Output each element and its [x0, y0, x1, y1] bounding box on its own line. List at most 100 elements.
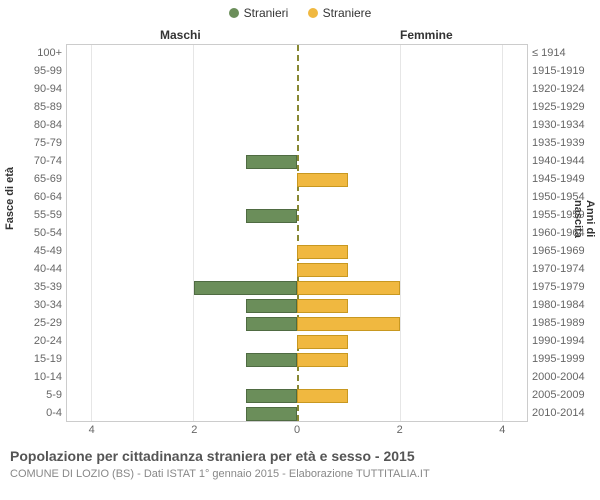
legend: Stranieri Straniere — [0, 6, 600, 21]
y-label-birthyear: 1955-1959 — [532, 206, 596, 224]
bar-row-female — [297, 207, 527, 225]
bar-male — [246, 317, 297, 331]
bar-female — [297, 281, 400, 295]
column-header-male: Maschi — [160, 28, 201, 42]
y-label-age: 70-74 — [0, 152, 62, 170]
y-label-birthyear: 2010-2014 — [532, 404, 596, 422]
y-label-birthyear: 1935-1939 — [532, 134, 596, 152]
y-label-age: 80-84 — [0, 116, 62, 134]
x-tick-label: 2 — [191, 424, 197, 436]
bar-female — [297, 263, 348, 277]
y-label-birthyear: 1975-1979 — [532, 278, 596, 296]
bar-row-male — [67, 225, 297, 243]
y-label-age: 35-39 — [0, 278, 62, 296]
y-label-age: 0-4 — [0, 404, 62, 422]
x-tick-label: 2 — [397, 424, 403, 436]
bar-female — [297, 317, 400, 331]
bar-row-male — [67, 63, 297, 81]
x-tick-label: 4 — [499, 424, 505, 436]
y-label-birthyear: 1970-1974 — [532, 260, 596, 278]
y-labels-age: 100+95-9990-9485-8980-8475-7970-7465-696… — [0, 44, 62, 422]
bar-row-female — [297, 189, 527, 207]
bar-row-female — [297, 297, 527, 315]
bar-row-female — [297, 315, 527, 333]
chart-subtitle: COMUNE DI LOZIO (BS) - Dati ISTAT 1° gen… — [10, 468, 430, 480]
bar-row-female — [297, 243, 527, 261]
y-label-age: 100+ — [0, 44, 62, 62]
legend-item-female: Straniere — [308, 6, 372, 20]
bar-female — [297, 173, 348, 187]
y-label-age: 90-94 — [0, 80, 62, 98]
y-label-age: 5-9 — [0, 386, 62, 404]
y-label-age: 75-79 — [0, 134, 62, 152]
bar-female — [297, 389, 348, 403]
bar-row-female — [297, 405, 527, 423]
y-label-birthyear: 1930-1934 — [532, 116, 596, 134]
bar-row-male — [67, 153, 297, 171]
bar-row-female — [297, 333, 527, 351]
legend-item-male: Stranieri — [229, 6, 289, 20]
bar-row-female — [297, 351, 527, 369]
bar-row-female — [297, 45, 527, 63]
bar-row-male — [67, 135, 297, 153]
bar-row-male — [67, 315, 297, 333]
y-label-birthyear: 1980-1984 — [532, 296, 596, 314]
bar-row-female — [297, 279, 527, 297]
chart-container: Stranieri Straniere Maschi Femmine Fasce… — [0, 0, 600, 500]
y-label-age: 60-64 — [0, 188, 62, 206]
bar-row-male — [67, 261, 297, 279]
bar-female — [297, 353, 348, 367]
y-label-age: 15-19 — [0, 350, 62, 368]
bar-row-male — [67, 117, 297, 135]
bar-row-female — [297, 225, 527, 243]
y-label-birthyear: 1940-1944 — [532, 152, 596, 170]
y-label-age: 85-89 — [0, 98, 62, 116]
bar-row-male — [67, 333, 297, 351]
bar-female — [297, 299, 348, 313]
y-labels-birthyear: ≤ 19141915-19191920-19241925-19291930-19… — [532, 44, 596, 422]
bar-male — [246, 155, 297, 169]
bar-row-male — [67, 45, 297, 63]
bar-female — [297, 245, 348, 259]
bar-row-female — [297, 261, 527, 279]
bar-row-female — [297, 117, 527, 135]
y-label-birthyear: 1995-1999 — [532, 350, 596, 368]
bar-row-male — [67, 369, 297, 387]
bar-male — [246, 407, 297, 421]
chart-title: Popolazione per cittadinanza straniera p… — [10, 448, 415, 464]
bar-row-female — [297, 81, 527, 99]
y-label-birthyear: 1990-1994 — [532, 332, 596, 350]
bar-male — [246, 389, 297, 403]
y-label-birthyear: 1960-1964 — [532, 224, 596, 242]
y-label-age: 30-34 — [0, 296, 62, 314]
legend-swatch-male — [229, 8, 239, 18]
bar-row-female — [297, 369, 527, 387]
y-label-birthyear: 1925-1929 — [532, 98, 596, 116]
bar-row-female — [297, 153, 527, 171]
y-label-birthyear: 1915-1919 — [532, 62, 596, 80]
legend-label-male: Stranieri — [244, 6, 289, 20]
y-label-birthyear: 1920-1924 — [532, 80, 596, 98]
bar-row-male — [67, 279, 297, 297]
bar-male — [246, 353, 297, 367]
y-label-birthyear: 2000-2004 — [532, 368, 596, 386]
bar-row-male — [67, 405, 297, 423]
column-header-female: Femmine — [400, 28, 453, 42]
y-label-age: 65-69 — [0, 170, 62, 188]
bar-row-female — [297, 171, 527, 189]
x-tick-label: 4 — [89, 424, 95, 436]
bar-row-female — [297, 387, 527, 405]
y-label-age: 10-14 — [0, 368, 62, 386]
y-label-birthyear: ≤ 1914 — [532, 44, 596, 62]
y-label-birthyear: 1965-1969 — [532, 242, 596, 260]
legend-label-female: Straniere — [323, 6, 372, 20]
bar-row-female — [297, 99, 527, 117]
bar-row-male — [67, 351, 297, 369]
y-label-age: 95-99 — [0, 62, 62, 80]
bar-row-male — [67, 243, 297, 261]
bar-female — [297, 335, 348, 349]
bar-row-female — [297, 63, 527, 81]
plot-half-female — [297, 44, 528, 422]
legend-swatch-female — [308, 8, 318, 18]
y-label-age: 40-44 — [0, 260, 62, 278]
